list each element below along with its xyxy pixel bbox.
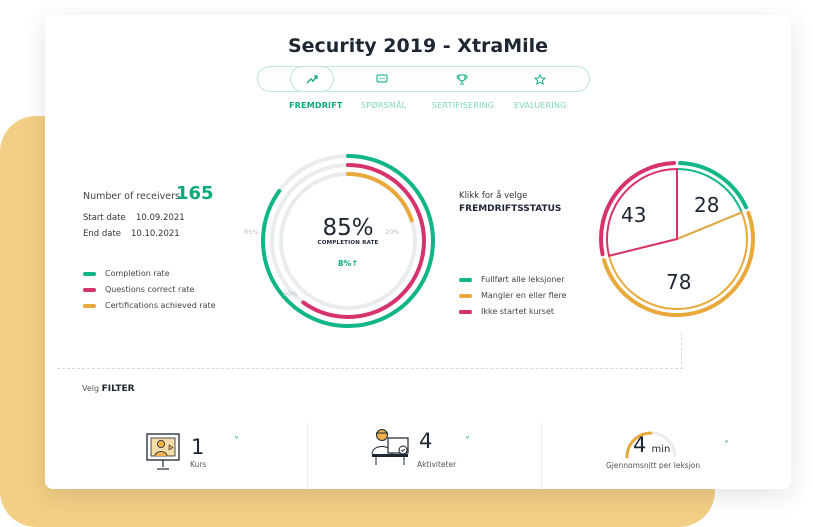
- section-connector-vertical: [681, 333, 682, 369]
- completion-delta: 8%↑: [337, 259, 359, 268]
- filter-separator: [541, 423, 542, 489]
- status-legend-not-started-label: Ikke startet kurset: [481, 307, 555, 316]
- dashboard-card: Security 2019 - XtraMile FREMDRIFT SPØRS…: [45, 15, 791, 489]
- tab-sporsmal[interactable]: SPØRSMÅL: [361, 101, 407, 110]
- legend-questions-label: Questions correct rate: [105, 285, 195, 294]
- tab-fremdrift[interactable]: FREMDRIFT: [289, 101, 343, 110]
- star-icon[interactable]: [533, 73, 547, 85]
- filter-courses-value: 1: [191, 435, 205, 459]
- start-date-label: Start date: [83, 213, 126, 223]
- filter-duration-unit: min: [651, 444, 671, 455]
- trend-up-icon[interactable]: [305, 73, 319, 85]
- ring-tick-right: 20%: [385, 228, 400, 236]
- pie-slice-completed-arc: [678, 161, 749, 210]
- legend-questions: Questions correct rate: [83, 285, 194, 294]
- legend-swatch-certifications: [83, 303, 96, 308]
- pie-slice-missing-arc: [602, 210, 755, 317]
- status-legend-missing-label: Mangler en eller flere: [481, 291, 567, 300]
- receivers-label: Number of receivers: [83, 191, 180, 202]
- completion-arc: [261, 154, 435, 328]
- presentation-icon: [146, 433, 180, 470]
- status-swatch-missing: [459, 293, 472, 298]
- filter-separator: [307, 423, 308, 489]
- tab-evaluering[interactable]: EVALUERING: [514, 101, 567, 110]
- status-hint: Klikk for å velge: [459, 191, 528, 201]
- filter-heading: Velg FILTER: [82, 384, 135, 394]
- legend-completion-label: Completion rate: [105, 269, 170, 278]
- filter-duration-label: Gjennomsnitt per leksjon: [606, 461, 701, 470]
- pie-slice-not-started[interactable]: [606, 167, 678, 258]
- status-legend-missing: Mangler en eller flere: [459, 291, 567, 300]
- page-title: Security 2019 - XtraMile: [287, 35, 549, 57]
- start-date-value: 10.09.2021: [136, 213, 185, 223]
- completion-percent: 85%: [322, 215, 374, 241]
- status-swatch-not-started: [459, 309, 472, 314]
- filter-duration-value: 4: [633, 433, 647, 457]
- end-date-value: 10.10.2021: [131, 229, 180, 239]
- filter-activities-value: 4: [419, 429, 433, 453]
- person-at-computer-icon: [371, 429, 409, 465]
- pie-slice-not-started-arc: [599, 161, 676, 257]
- filter-activities-dropdown-button[interactable]: ˅: [465, 436, 470, 447]
- end-date-label: End date: [83, 229, 122, 239]
- active-tab-indicator: [290, 66, 334, 92]
- trophy-icon[interactable]: [455, 73, 469, 85]
- filter-courses-dropdown-button[interactable]: ˅: [234, 436, 239, 447]
- tab-sertifisering[interactable]: SERTIFISERING: [432, 101, 495, 110]
- ring-tick-left: 85%: [244, 228, 259, 236]
- chat-icon[interactable]: [375, 73, 389, 85]
- ring-tick-bottom: 60%: [283, 290, 298, 298]
- pie-slice-missing[interactable]: [607, 211, 749, 310]
- filter-prefix: Velg: [82, 384, 100, 393]
- pie-slice-completed[interactable]: [676, 167, 744, 241]
- filter-activities-label: Aktiviteter: [417, 460, 457, 469]
- pie-label-not-started: 43: [621, 203, 647, 227]
- status-legend-completed: Fullført alle leksjoner: [459, 275, 565, 284]
- receivers-count: 165: [176, 183, 214, 204]
- legend-certifications-label: Certifications achieved rate: [105, 301, 216, 310]
- pie-label-missing: 78: [666, 270, 692, 294]
- gauge-icon: [625, 431, 677, 459]
- questions-arc: [301, 163, 426, 319]
- status-swatch-completed: [459, 277, 472, 282]
- legend-certifications: Certifications achieved rate: [83, 301, 216, 310]
- filter-courses-label: Kurs: [190, 460, 207, 469]
- filter-duration-collapse-button[interactable]: ˄: [724, 440, 729, 451]
- filter-duration-value-group: 4 min: [633, 433, 670, 457]
- certifications-arc: [346, 172, 414, 223]
- pie-label-completed: 28: [694, 193, 720, 217]
- status-pie-chart[interactable]: [585, 153, 765, 333]
- status-title[interactable]: FREMDRIFTSSTATUS: [459, 204, 562, 214]
- status-legend-not-started: Ikke startet kurset: [459, 307, 554, 316]
- start-date-row: Start date 10.09.2021: [83, 213, 185, 223]
- legend-swatch-questions: [83, 287, 96, 292]
- legend-completion: Completion rate: [83, 269, 170, 278]
- completion-ring-chart[interactable]: [245, 153, 445, 353]
- section-divider: [57, 368, 683, 369]
- end-date-row: End date 10.10.2021: [83, 229, 180, 239]
- status-legend-completed-label: Fullført alle leksjoner: [481, 275, 565, 284]
- filter-title: FILTER: [101, 384, 135, 394]
- legend-swatch-completion: [83, 271, 96, 276]
- completion-caption: COMPLETION RATE: [317, 240, 379, 246]
